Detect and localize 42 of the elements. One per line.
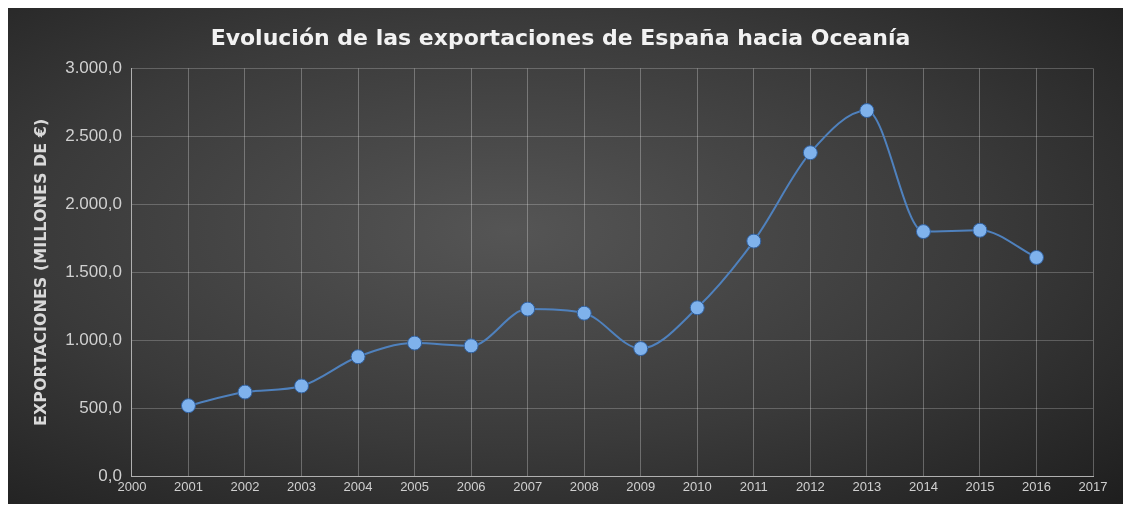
point [1028, 249, 1044, 265]
x-tick-label: 2007 [513, 478, 543, 494]
point [859, 103, 875, 119]
point [294, 378, 310, 394]
x-tick-label: 2014 [908, 478, 938, 494]
x-tick-label: 2002 [230, 478, 260, 494]
y-tick-label: 1.000,0 [65, 330, 122, 350]
y-tick-label: 500,0 [79, 398, 122, 418]
chart-title: Evolución de las exportaciones de España hacia Oceanía [210, 24, 911, 50]
x-tick-label: 2013 [852, 478, 882, 494]
x-tick-label: 2017 [1078, 478, 1108, 494]
y-tick-label: 1.500,0 [65, 262, 122, 282]
point [802, 145, 818, 161]
y-axis-title: EXPORTACIONES (MILLONES DE €) [30, 118, 50, 427]
point [407, 335, 423, 351]
y-tick-label: 2.500,0 [65, 126, 122, 146]
point [746, 233, 762, 249]
x-tick-label: 2004 [343, 478, 373, 494]
point [576, 305, 592, 321]
point [180, 398, 196, 414]
point [633, 341, 649, 357]
point [915, 224, 931, 240]
x-tick-label: 2011 [739, 478, 768, 494]
point [520, 301, 536, 317]
x-tick-label: 2016 [1022, 478, 1051, 494]
point [237, 384, 253, 400]
y-tick-label: 0,0 [98, 466, 122, 486]
x-tick-label: 2008 [569, 478, 599, 494]
x-tick-label: 2015 [965, 478, 995, 494]
x-tick-label: 2012 [795, 478, 825, 494]
x-tick-label: 2006 [456, 478, 486, 494]
x-tick-label: 2001 [173, 478, 203, 494]
x-tick-label: 2003 [287, 478, 316, 494]
x-tick-label: 2009 [626, 478, 656, 494]
y-tick-label: 3.000,0 [65, 58, 122, 78]
x-tick-label: 2005 [400, 478, 430, 494]
point [689, 300, 705, 316]
y-tick-label: 2.000,0 [65, 194, 122, 214]
point [972, 222, 988, 238]
x-tick-label: 2010 [682, 478, 712, 494]
point [350, 349, 366, 365]
point [463, 338, 479, 354]
